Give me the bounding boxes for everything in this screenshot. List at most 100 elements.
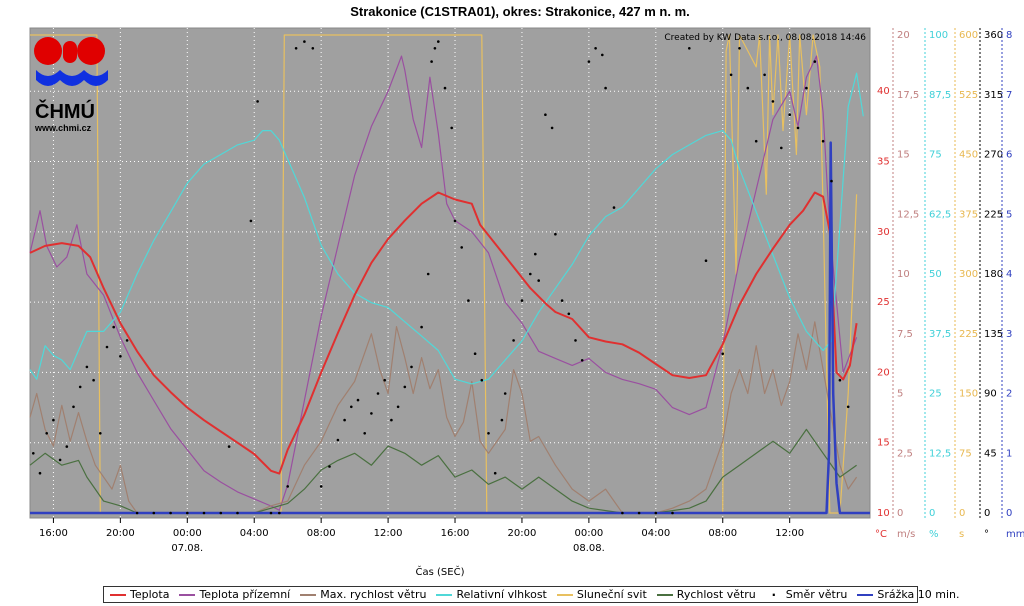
y-tick-label: 0 — [929, 508, 935, 519]
wind-direction-dot — [480, 378, 484, 382]
wind-direction-dot — [343, 418, 346, 422]
x-axis: 16:00 20:00 00:00 07.08. 04:00 08:00 12:00 16:0… — [39, 518, 804, 554]
wind-direction-dot — [554, 232, 557, 236]
logo-url: www.chmi.cz — [34, 123, 92, 133]
legend-item: Teplota přízemní — [179, 588, 290, 601]
wind-direction-dot — [45, 432, 48, 435]
wind-direction-dot — [534, 252, 537, 256]
x-date-label: 08.08. — [573, 543, 605, 554]
y-tick-label: 180 — [984, 269, 1003, 280]
y-tick-label: 7,5 — [897, 329, 913, 340]
wind-direction-dot — [390, 418, 393, 422]
wind-direction-dot — [92, 378, 95, 382]
wind-direction-dot — [763, 73, 766, 77]
wind-direction-dot — [363, 432, 367, 435]
x-tick-label: 16:00 — [39, 528, 68, 539]
y-tick-label: 0 — [984, 508, 990, 519]
wind-direction-dot — [426, 272, 430, 276]
wind-direction-dot — [796, 126, 800, 130]
x-date-label: 07.08. — [171, 543, 203, 554]
wind-direction-dot — [788, 113, 791, 116]
y-tick-label: 12,5 — [929, 448, 951, 459]
wind-direction-dot — [671, 511, 674, 515]
wind-direction-dot — [567, 312, 571, 316]
legend-item: Rychlost větru — [656, 588, 756, 601]
wind-direction-dot — [135, 511, 139, 515]
wind-direction-dot — [621, 511, 624, 515]
series-line-1 — [29, 55, 858, 511]
wind-direction-dot — [119, 355, 122, 358]
wind-direction-dot — [601, 53, 604, 57]
wind-direction-dot — [550, 126, 554, 130]
y-tick-label: 35 — [877, 157, 890, 168]
wind-direction-dot — [821, 139, 825, 143]
wind-direction-dot — [303, 40, 306, 43]
legend-label: Sluneční svit — [576, 588, 647, 601]
y-tick-label: 45 — [984, 448, 997, 459]
wind-direction-dot — [38, 471, 42, 475]
y-tick-label: 15 — [877, 438, 890, 449]
wind-direction-dot — [473, 352, 477, 356]
wind-direction-dot — [152, 511, 156, 515]
legend-label: Max. rychlost větru — [320, 588, 427, 601]
axis-unit-label: °C — [875, 529, 887, 540]
legend-item: Relativní vlhkost — [436, 588, 547, 601]
wind-direction-dots — [32, 40, 850, 515]
wind-direction-dot — [202, 511, 206, 515]
wind-direction-dot — [500, 418, 504, 422]
legend-item: Srážka 10 min. — [857, 588, 960, 601]
y-tick-label: 450 — [959, 150, 978, 161]
y-tick-label: 5 — [897, 389, 903, 400]
y-tick-label: 315 — [984, 90, 1003, 101]
wind-direction-dot — [169, 511, 172, 515]
y-tick-label: 0 — [1006, 508, 1012, 519]
y-tick-label: 4 — [1006, 269, 1012, 280]
y-tick-label: 225 — [984, 209, 1003, 220]
y-tick-label: 270 — [984, 150, 1003, 161]
wind-direction-dot — [688, 47, 691, 50]
x-tick-label: 04:00 — [641, 528, 670, 539]
y-tick-label: 12,5 — [897, 209, 919, 220]
legend-dot-icon: · — [771, 587, 777, 602]
wind-direction-dot — [99, 432, 102, 435]
wind-direction-dot — [85, 365, 89, 369]
wind-direction-dot — [78, 385, 82, 389]
wind-direction-dot — [704, 259, 708, 263]
legend-item: · Směr větru — [766, 588, 848, 601]
y-tick-label: 30 — [877, 227, 890, 238]
wind-direction-dot — [637, 511, 641, 515]
axis-unit-label: m/s — [897, 529, 915, 540]
legend-swatch — [300, 593, 317, 596]
wind-direction-dot — [112, 325, 115, 329]
y-tick-label: 300 — [959, 269, 978, 280]
y-tick-label: 87,5 — [929, 90, 951, 101]
wind-direction-dot — [520, 299, 524, 302]
y-tick-label: 100 — [929, 30, 948, 41]
y-tick-label: 25 — [929, 389, 942, 400]
wind-direction-dot — [574, 339, 577, 342]
wind-direction-dot — [52, 418, 55, 422]
y-tick-label: 225 — [959, 329, 978, 340]
wind-direction-dot — [311, 47, 315, 50]
wind-direction-dot — [286, 485, 290, 488]
y-tick-label: 600 — [959, 30, 978, 41]
y-tick-label: 15 — [897, 150, 910, 161]
y-tick-label: 5 — [1006, 209, 1012, 220]
wind-direction-dot — [493, 471, 497, 475]
wind-direction-dot — [771, 100, 775, 103]
wind-direction-dot — [729, 73, 733, 77]
wind-direction-dot — [560, 299, 564, 302]
wind-direction-dot — [487, 432, 490, 435]
wind-direction-dot — [350, 405, 353, 409]
y-tick-label: 25 — [877, 297, 890, 308]
chart-title: Strakonice (C1STRA01), okres: Strakonice… — [350, 4, 690, 19]
legend-item: Teplota — [110, 588, 169, 601]
wind-direction-dot — [370, 412, 373, 415]
wind-direction-dot — [437, 40, 440, 43]
y-tick-label: 20 — [897, 30, 910, 41]
y-tick-label: 90 — [984, 389, 997, 400]
credit-text: Created by KW Data s.r.o., 08.08.2018 14… — [664, 33, 866, 43]
wind-direction-dot — [529, 272, 532, 276]
series-line-6 — [30, 141, 870, 515]
